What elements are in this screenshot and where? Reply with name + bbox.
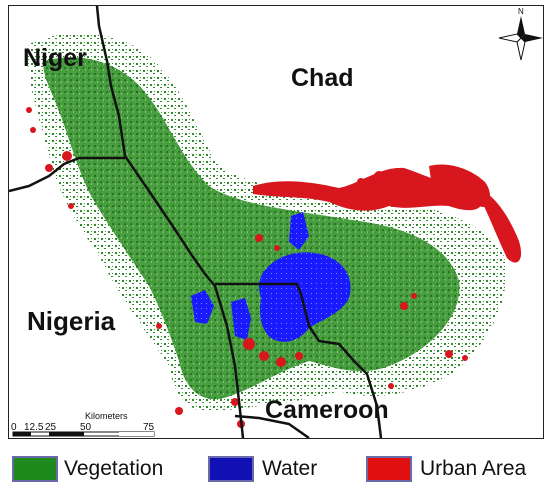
scale-tick-label: 25 [45, 422, 57, 433]
water-area [259, 252, 351, 342]
scale-tick-label: 75 [143, 422, 155, 433]
legend-label-urban-area: Urban Area [420, 457, 527, 480]
country-label-cameroon: Cameroon [265, 396, 389, 424]
legend-label-water: Water [262, 457, 318, 480]
water-area-mid [231, 298, 251, 340]
water-area-west [191, 290, 214, 324]
legend-swatch-vegetation [12, 456, 58, 482]
north-arrow-icon [498, 16, 543, 61]
country-label-chad: Chad [291, 64, 354, 92]
legend-swatch-urban-area [366, 456, 412, 482]
country-boundaries [9, 6, 383, 438]
north-arrow-label: N [518, 7, 524, 16]
legend: Vegetation Water Urban Area [0, 448, 550, 493]
map-frame: N Niger Chad Nigeria Cameroon Kilometers… [8, 5, 544, 439]
legend-swatch-water [208, 456, 254, 482]
scale-bar-title: Kilometers [85, 411, 128, 421]
vegetation-area [43, 57, 460, 400]
water-area-north [289, 212, 309, 250]
scale-tick-label: 50 [80, 422, 92, 433]
country-label-niger: Niger [23, 44, 87, 72]
scale-tick-label: 12.5 [24, 422, 44, 433]
scale-tick-label: 0 [11, 422, 17, 433]
country-label-nigeria: Nigeria [27, 306, 116, 336]
scale-bar [12, 431, 155, 437]
land-cover-map: N [9, 6, 543, 438]
legend-label-vegetation: Vegetation [64, 457, 164, 480]
